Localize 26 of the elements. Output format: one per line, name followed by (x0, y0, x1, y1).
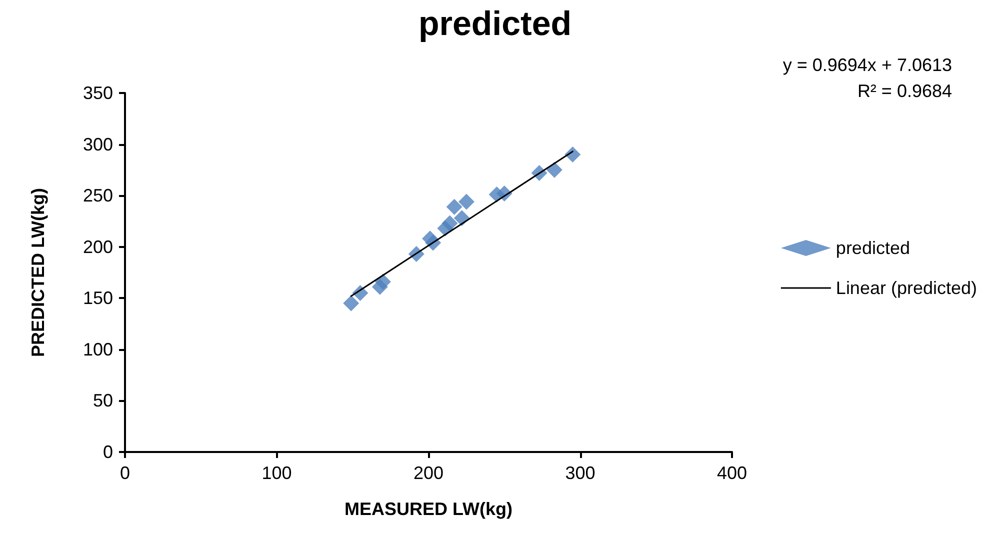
x-tick-label: 300 (565, 463, 596, 483)
x-tick-label: 100 (262, 463, 292, 483)
x-tick-label: 200 (413, 463, 444, 483)
x-tick-label: 0 (120, 463, 130, 483)
y-tick-label: 150 (82, 288, 113, 308)
y-tick-label: 0 (102, 442, 113, 462)
point (374, 274, 391, 290)
point (343, 295, 360, 312)
text: R² = 0.9684 (857, 81, 952, 101)
y-tick-label: 350 (82, 83, 113, 103)
x-axis-title: MEASURED LW(kg) (344, 499, 512, 519)
text: y = 0.9694x + 7.0613 (782, 55, 952, 75)
y-tick-label: 200 (82, 236, 113, 257)
point (546, 162, 562, 178)
y-tick-label: 100 (82, 339, 113, 360)
x-tick-label: 400 (716, 463, 748, 483)
point (442, 215, 458, 232)
y-tick-label: 250 (82, 186, 113, 206)
y-tick-label: 50 (92, 390, 113, 411)
legend-label: predicted (836, 238, 910, 258)
y-axis-title: PREDICTED LW(kg) (28, 188, 48, 357)
legend-label: Linear (predicted) (836, 278, 978, 298)
chart-title: predicted (418, 5, 572, 43)
point (446, 198, 462, 215)
point (458, 194, 474, 210)
y-tick-label: 300 (82, 134, 113, 154)
